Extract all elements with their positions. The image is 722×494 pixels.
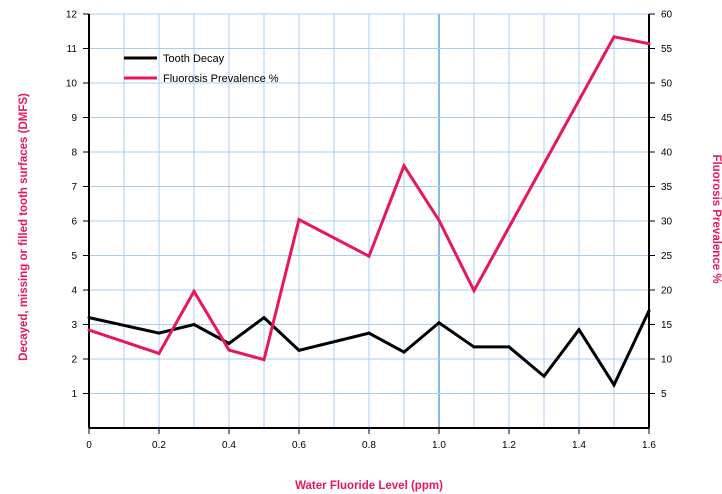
data-point-fluorosis-prevalence [577,98,581,102]
y2-tick-label: 10 [661,355,673,366]
y2-tick-label: 5 [661,389,667,400]
y-tick-label: 12 [66,10,78,21]
y2-tick-label: 30 [661,217,673,228]
y-tick-label: 9 [71,113,77,124]
y-tick-label: 10 [66,79,78,90]
data-point-fluorosis-prevalence [437,218,441,222]
data-point-tooth-decay [297,348,301,352]
data-point-tooth-decay [262,316,266,320]
data-point-fluorosis-prevalence [472,289,476,293]
data-point-tooth-decay [577,328,581,332]
data-point-fluorosis-prevalence [192,289,196,293]
data-point-fluorosis-prevalence [297,218,301,222]
y2-axis-title: Fluorosis Prevalence % [710,154,722,283]
data-point-fluorosis-prevalence [612,35,616,39]
data-point-tooth-decay [542,374,546,378]
y-tick-label: 5 [71,251,77,262]
x-tick-label: 0.4 [222,440,236,451]
data-point-tooth-decay [437,321,441,325]
data-point-tooth-decay [192,323,196,326]
x-tick-label: 0.2 [152,440,166,451]
legend: Tooth Decay Fluorosis Prevalence % [124,53,279,85]
y-tick-label: 8 [71,148,77,159]
y-tick-label: 3 [71,320,77,331]
y2-tick-label: 25 [661,251,673,262]
y2-tick-label: 35 [661,182,673,193]
data-point-tooth-decay [507,345,511,349]
x-tick-label: 0 [86,440,92,451]
data-point-tooth-decay [402,350,406,354]
x-axis-title: Water Fluoride Level (ppm) [295,480,443,492]
data-point-tooth-decay [612,383,616,387]
data-point-fluorosis-prevalence [157,351,161,355]
legend-label-tooth-decay: Tooth Decay [163,53,225,65]
x-tick-label: 0.8 [362,440,376,451]
x-tick-label: 1.0 [432,440,446,451]
x-tick-label: 1.6 [642,440,656,451]
data-point-fluorosis-prevalence [262,358,266,362]
data-point-tooth-decay [87,316,91,320]
y2-tick-label: 20 [661,286,673,297]
data-point-fluorosis-prevalence [227,348,231,352]
data-point-fluorosis-prevalence [87,328,91,332]
y-tick-label: 11 [67,44,78,55]
data-point-tooth-decay [227,341,231,345]
grid-layer [88,13,650,428]
x-tick-label: 1.2 [502,440,516,451]
data-point-tooth-decay [647,309,651,313]
data-point-tooth-decay [367,331,371,335]
y-tick-label: 2 [71,355,77,366]
data-point-fluorosis-prevalence [647,42,651,46]
y-axis-title: Decayed, missing or filled tooth surface… [18,93,30,361]
legend-entry-fluorosis: Fluorosis Prevalence % [124,73,279,85]
data-point-fluorosis-prevalence [402,164,406,168]
y2-tick-label: 50 [661,79,673,90]
legend-entry-tooth-decay: Tooth Decay [124,53,225,65]
x-tick-label: 0.6 [292,440,306,451]
x-tick-label: 1.4 [572,440,586,451]
legend-label-fluorosis: Fluorosis Prevalence % [163,73,279,85]
data-point-fluorosis-prevalence [367,254,371,258]
y2-tick-label: 60 [661,10,673,21]
data-point-tooth-decay [157,331,161,335]
y-tick-label: 7 [71,182,77,193]
y2-tick-label: 55 [661,44,673,55]
y2-tick-label: 15 [661,320,673,331]
y-tick-label: 4 [71,286,77,297]
y2-tick-label: 45 [661,113,673,124]
y-tick-label: 1 [71,389,77,400]
y2-tick-label: 40 [661,148,673,159]
data-point-tooth-decay [472,345,476,349]
y-tick-label: 6 [71,217,77,228]
series-layer [87,35,651,388]
